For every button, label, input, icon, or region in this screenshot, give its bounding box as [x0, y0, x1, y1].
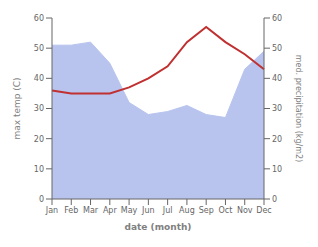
- svg-text:0: 0: [39, 195, 44, 204]
- svg-text:Jan: Jan: [45, 206, 58, 215]
- svg-text:Aug: Aug: [179, 206, 195, 215]
- svg-text:Sep: Sep: [199, 206, 214, 215]
- svg-text:10: 10: [34, 165, 44, 174]
- svg-text:May: May: [121, 206, 138, 215]
- svg-text:Nov: Nov: [237, 206, 253, 215]
- svg-text:30: 30: [272, 104, 282, 113]
- svg-text:Jun: Jun: [141, 206, 155, 215]
- svg-text:40: 40: [272, 74, 282, 83]
- svg-text:date (month): date (month): [125, 222, 192, 232]
- svg-text:10: 10: [272, 165, 282, 174]
- svg-text:med. precipitation (kg/m2): med. precipitation (kg/m2): [294, 55, 303, 162]
- svg-text:50: 50: [272, 44, 282, 53]
- svg-text:30: 30: [34, 104, 44, 113]
- svg-text:Feb: Feb: [64, 206, 78, 215]
- svg-text:Apr: Apr: [103, 206, 118, 215]
- svg-text:60: 60: [272, 14, 282, 23]
- svg-text:60: 60: [34, 14, 44, 23]
- svg-text:Dec: Dec: [256, 206, 271, 215]
- svg-text:40: 40: [34, 74, 44, 83]
- svg-text:50: 50: [34, 44, 44, 53]
- svg-text:20: 20: [34, 135, 44, 144]
- svg-text:Mar: Mar: [83, 206, 99, 215]
- svg-text:20: 20: [272, 135, 282, 144]
- svg-text:Jul: Jul: [162, 206, 173, 215]
- svg-text:max temp (C): max temp (C): [12, 77, 22, 139]
- svg-text:0: 0: [272, 195, 277, 204]
- svg-text:Oct: Oct: [219, 206, 233, 215]
